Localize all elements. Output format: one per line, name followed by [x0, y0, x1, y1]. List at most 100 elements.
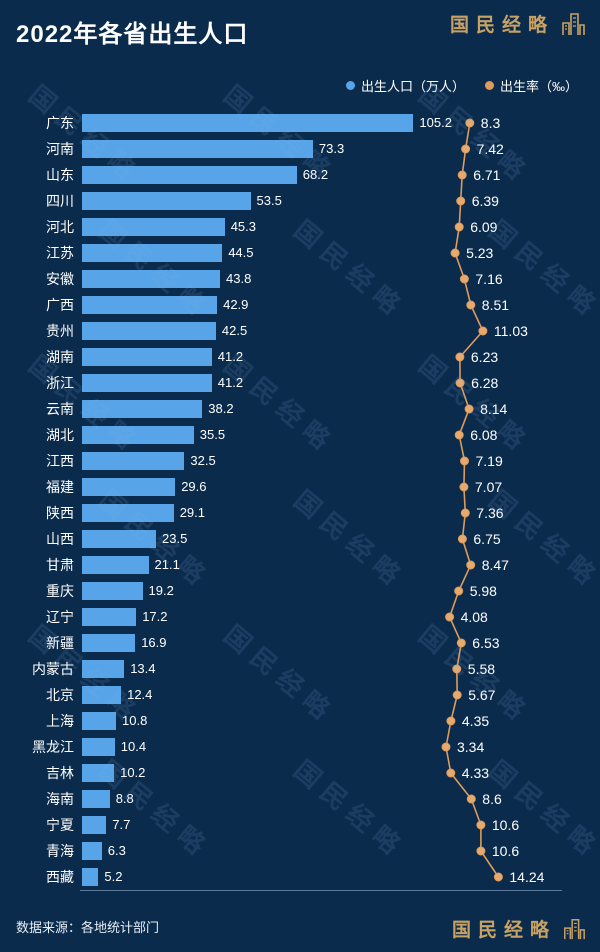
chart-row: 海南 8.8 — [12, 786, 588, 812]
population-value: 42.9 — [223, 297, 249, 312]
legend-label-population: 出生人口（万人） — [360, 79, 465, 94]
bar-track: 7.7 — [82, 812, 588, 838]
population-bar — [82, 166, 297, 184]
population-value: 32.5 — [190, 453, 216, 468]
population-value: 12.4 — [127, 687, 153, 702]
population-value: 10.8 — [122, 713, 148, 728]
province-label: 山东 — [46, 167, 74, 183]
population-bar — [82, 712, 116, 730]
province-label: 海南 — [46, 791, 74, 807]
bar-track: 32.5 — [82, 448, 588, 474]
chart-row: 青海 6.3 — [12, 838, 588, 864]
population-bar — [82, 296, 218, 314]
province-label: 广西 — [46, 297, 74, 313]
province-label: 黑龙江 — [32, 739, 74, 755]
population-value: 44.5 — [228, 245, 254, 260]
bar-track: 10.8 — [82, 708, 588, 734]
population-bar — [82, 244, 223, 262]
chart-row: 黑龙江 10.4 — [12, 734, 588, 760]
chart-row: 重庆 19.2 — [12, 578, 588, 604]
bar-track: 12.4 — [82, 682, 588, 708]
bar-track: 42.9 — [82, 292, 588, 318]
population-value: 6.3 — [107, 843, 126, 858]
population-value: 10.4 — [120, 739, 147, 754]
population-value: 73.3 — [318, 141, 345, 156]
chart-row: 四川 53.5 — [12, 188, 588, 214]
chart-row: 云南 38.2 — [12, 396, 588, 422]
bar-track: 29.1 — [82, 500, 588, 526]
bar-track: 10.2 — [82, 760, 588, 786]
population-bar — [82, 140, 313, 158]
bar-track: 16.9 — [82, 630, 588, 656]
population-bar — [82, 764, 115, 782]
province-label: 福建 — [46, 479, 74, 495]
bar-track: 105.2 — [82, 110, 588, 136]
population-value: 38.2 — [208, 401, 234, 416]
legend-item-population: 出生人口（万人） — [345, 76, 465, 95]
population-value: 41.2 — [217, 349, 244, 364]
chart-row: 浙江 41.2 — [12, 370, 588, 396]
population-value: 16.9 — [141, 635, 167, 650]
bar-track: 8.8 — [82, 786, 588, 812]
province-label: 四川 — [46, 193, 74, 209]
brand-text-bottom: 国民经略 — [451, 920, 556, 941]
chart-row: 吉林 10.2 — [12, 760, 588, 786]
population-bar — [82, 842, 102, 860]
population-value: 35.5 — [199, 427, 226, 442]
chart-row: 北京 12.4 — [12, 682, 588, 708]
province-label: 江西 — [46, 453, 74, 469]
bar-track: 41.2 — [82, 344, 588, 370]
chart-row: 湖南 41.2 — [12, 344, 588, 370]
bar-track: 21.1 — [82, 552, 588, 578]
population-bar — [82, 868, 99, 886]
population-value: 42.5 — [221, 323, 248, 338]
bar-track: 45.3 — [82, 214, 588, 240]
chart-row: 安徽 43.8 — [12, 266, 588, 292]
province-label: 贵州 — [46, 323, 74, 339]
province-label: 河南 — [46, 141, 74, 157]
bar-track: 41.2 — [82, 370, 588, 396]
province-label: 内蒙古 — [32, 661, 74, 677]
chart-row: 甘肃 21.1 — [12, 552, 588, 578]
population-bar — [82, 270, 220, 288]
province-label: 吉林 — [46, 765, 74, 781]
legend: 出生人口（万人） 出生率（‰） — [345, 76, 578, 95]
bar-track: 6.3 — [82, 838, 588, 864]
province-label: 甘肃 — [46, 557, 74, 573]
population-value: 29.6 — [181, 479, 207, 494]
province-label: 辽宁 — [46, 609, 74, 625]
population-value: 45.3 — [230, 219, 256, 234]
population-bar — [82, 608, 137, 626]
population-value: 68.2 — [302, 167, 329, 182]
data-source-note: 数据来源：各地统计部门 — [16, 920, 160, 935]
population-bar — [82, 556, 149, 574]
population-bar — [82, 634, 136, 652]
chart-row: 山东 68.2 — [12, 162, 588, 188]
brand-logo-bottom: 国民经略 — [452, 915, 586, 942]
chart-row: 福建 29.6 — [12, 474, 588, 500]
population-bar — [82, 348, 212, 366]
population-bar — [82, 530, 156, 548]
bar-track: 29.6 — [82, 474, 588, 500]
chart-row: 河南 73.3 — [12, 136, 588, 162]
province-label: 上海 — [46, 713, 74, 729]
population-value: 8.8 — [115, 791, 134, 806]
population-bar — [82, 374, 212, 392]
population-value: 41.2 — [217, 375, 244, 390]
population-value: 10.2 — [120, 765, 146, 780]
chart-row: 宁夏 7.7 — [12, 812, 588, 838]
province-label: 江苏 — [46, 245, 74, 261]
province-label: 西藏 — [46, 869, 74, 885]
population-bar — [82, 114, 414, 132]
bar-track: 44.5 — [82, 240, 588, 266]
chart-row: 广西 42.9 — [12, 292, 588, 318]
province-label: 广东 — [46, 115, 74, 131]
province-label: 浙江 — [46, 375, 74, 391]
population-value: 105.2 — [419, 115, 452, 130]
chart-row: 河北 45.3 — [12, 214, 588, 240]
chart-row: 西藏 5.2 — [12, 864, 588, 890]
bar-track: 19.2 — [82, 578, 588, 604]
chart-row: 辽宁 17.2 — [12, 604, 588, 630]
population-value: 29.1 — [179, 505, 205, 520]
